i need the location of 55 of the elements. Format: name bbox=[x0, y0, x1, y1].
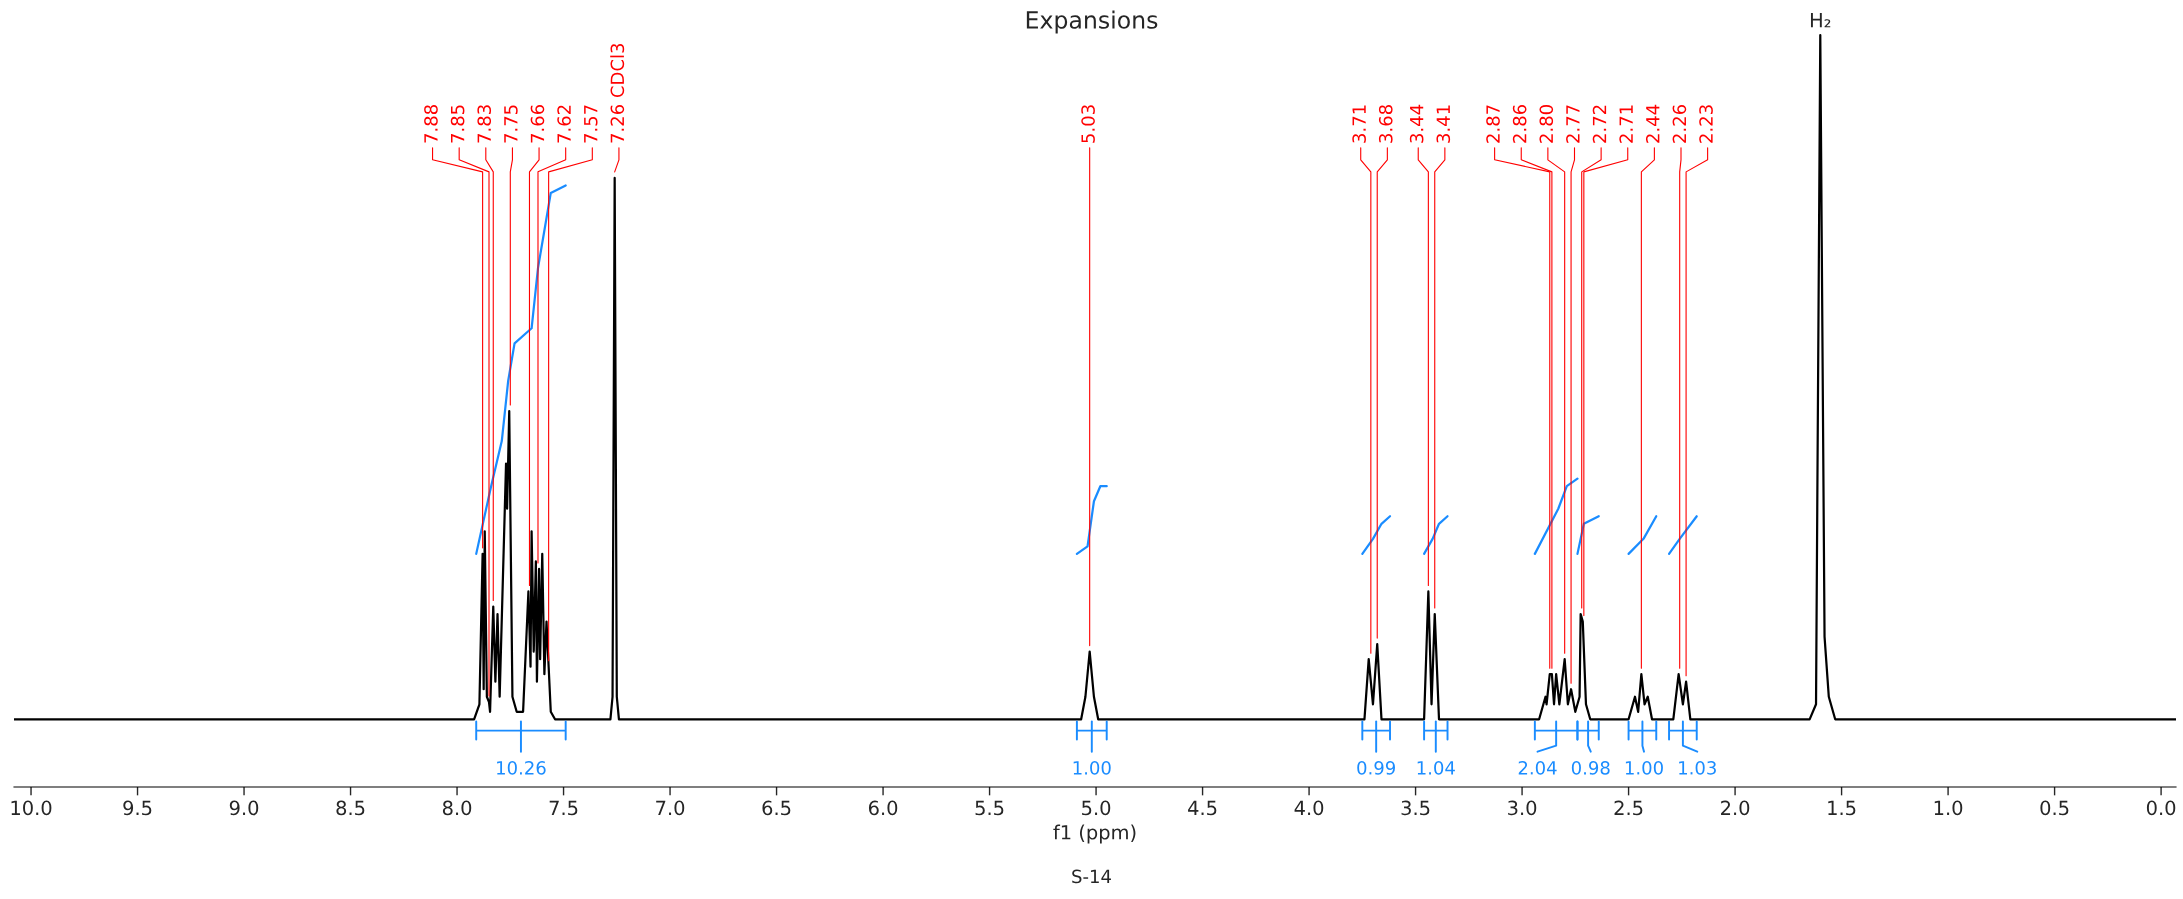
annotation: 1.04 bbox=[1417, 761, 1455, 775]
chart-title: Expansions bbox=[1026, 10, 1158, 34]
annotation: 7.88 bbox=[424, 105, 438, 143]
x-tick-label: 0.5 bbox=[2040, 800, 2069, 816]
annotation: H₂ bbox=[1810, 13, 1831, 28]
x-tick-label: 5.5 bbox=[975, 800, 1004, 816]
annotation: 7.83 bbox=[477, 105, 492, 143]
annotation: 2.71 bbox=[1619, 105, 1633, 143]
x-tick-label: 3.0 bbox=[1508, 800, 1537, 816]
x-tick-label: 1.5 bbox=[1828, 800, 1856, 816]
annotation: 2.87 bbox=[1486, 105, 1500, 143]
annotation: 7.66 bbox=[530, 104, 545, 143]
annotation: 2.80 bbox=[1539, 105, 1554, 143]
annotation: 5.03 bbox=[1081, 105, 1095, 143]
annotation: 1.00 bbox=[1073, 761, 1111, 775]
annotation: 0.99 bbox=[1357, 761, 1395, 775]
annotation: 0.98 bbox=[1571, 761, 1610, 775]
annotation: 7.62 bbox=[557, 105, 571, 143]
annotation: 7.26 CDCl3 bbox=[610, 43, 625, 143]
x-tick-label: 1.0 bbox=[1934, 800, 1963, 816]
annotation: 7.85 bbox=[450, 105, 465, 143]
x-tick-label: 2.5 bbox=[1614, 800, 1643, 816]
x-tick-label: 10.0 bbox=[11, 800, 52, 816]
annotation: 3.68 bbox=[1378, 105, 1393, 143]
annotation: 2.44 bbox=[1645, 104, 1660, 143]
annotation: 7.75 bbox=[504, 105, 518, 143]
annotation: 1.03 bbox=[1679, 761, 1716, 775]
x-tick-label: 6.0 bbox=[868, 800, 898, 816]
annotation: 2.86 bbox=[1512, 104, 1527, 143]
x-tick-label: 8.5 bbox=[336, 800, 365, 816]
x-tick-label: 6.5 bbox=[762, 800, 791, 816]
x-tick-label: 2.0 bbox=[1721, 800, 1750, 816]
x-tick-label: 5.0 bbox=[1082, 800, 1111, 816]
x-axis-title: f1 (ppm) bbox=[1053, 824, 1136, 844]
annotation: 3.44 bbox=[1409, 104, 1424, 143]
annotation: 2.23 bbox=[1699, 105, 1713, 143]
x-tick-label: 4.0 bbox=[1294, 800, 1324, 816]
x-tick-label: 7.5 bbox=[549, 800, 578, 816]
x-tick-label: 9.0 bbox=[229, 800, 259, 816]
x-tick-label: 4.5 bbox=[1188, 800, 1217, 816]
text: S-14 bbox=[1072, 869, 1111, 884]
annotation: 2.26 bbox=[1672, 104, 1687, 143]
annotation: 3.71 bbox=[1352, 105, 1366, 143]
annotation: 1.00 bbox=[1625, 761, 1663, 775]
annotation: 2.77 bbox=[1566, 105, 1580, 143]
x-tick-label: 3.5 bbox=[1401, 800, 1430, 816]
annotation: 2.04 bbox=[1518, 761, 1557, 775]
x-tick-label: 8.0 bbox=[442, 800, 472, 816]
x-tick-label: 7.0 bbox=[656, 800, 685, 816]
x-tick-label: 9.5 bbox=[123, 800, 152, 816]
annotation: 7.57 bbox=[584, 105, 598, 143]
annotation: 2.72 bbox=[1592, 105, 1607, 143]
annotation: 10.26 bbox=[497, 761, 546, 775]
annotation: 3.41 bbox=[1436, 105, 1451, 143]
x-tick-label: 0.0 bbox=[2146, 800, 2176, 816]
